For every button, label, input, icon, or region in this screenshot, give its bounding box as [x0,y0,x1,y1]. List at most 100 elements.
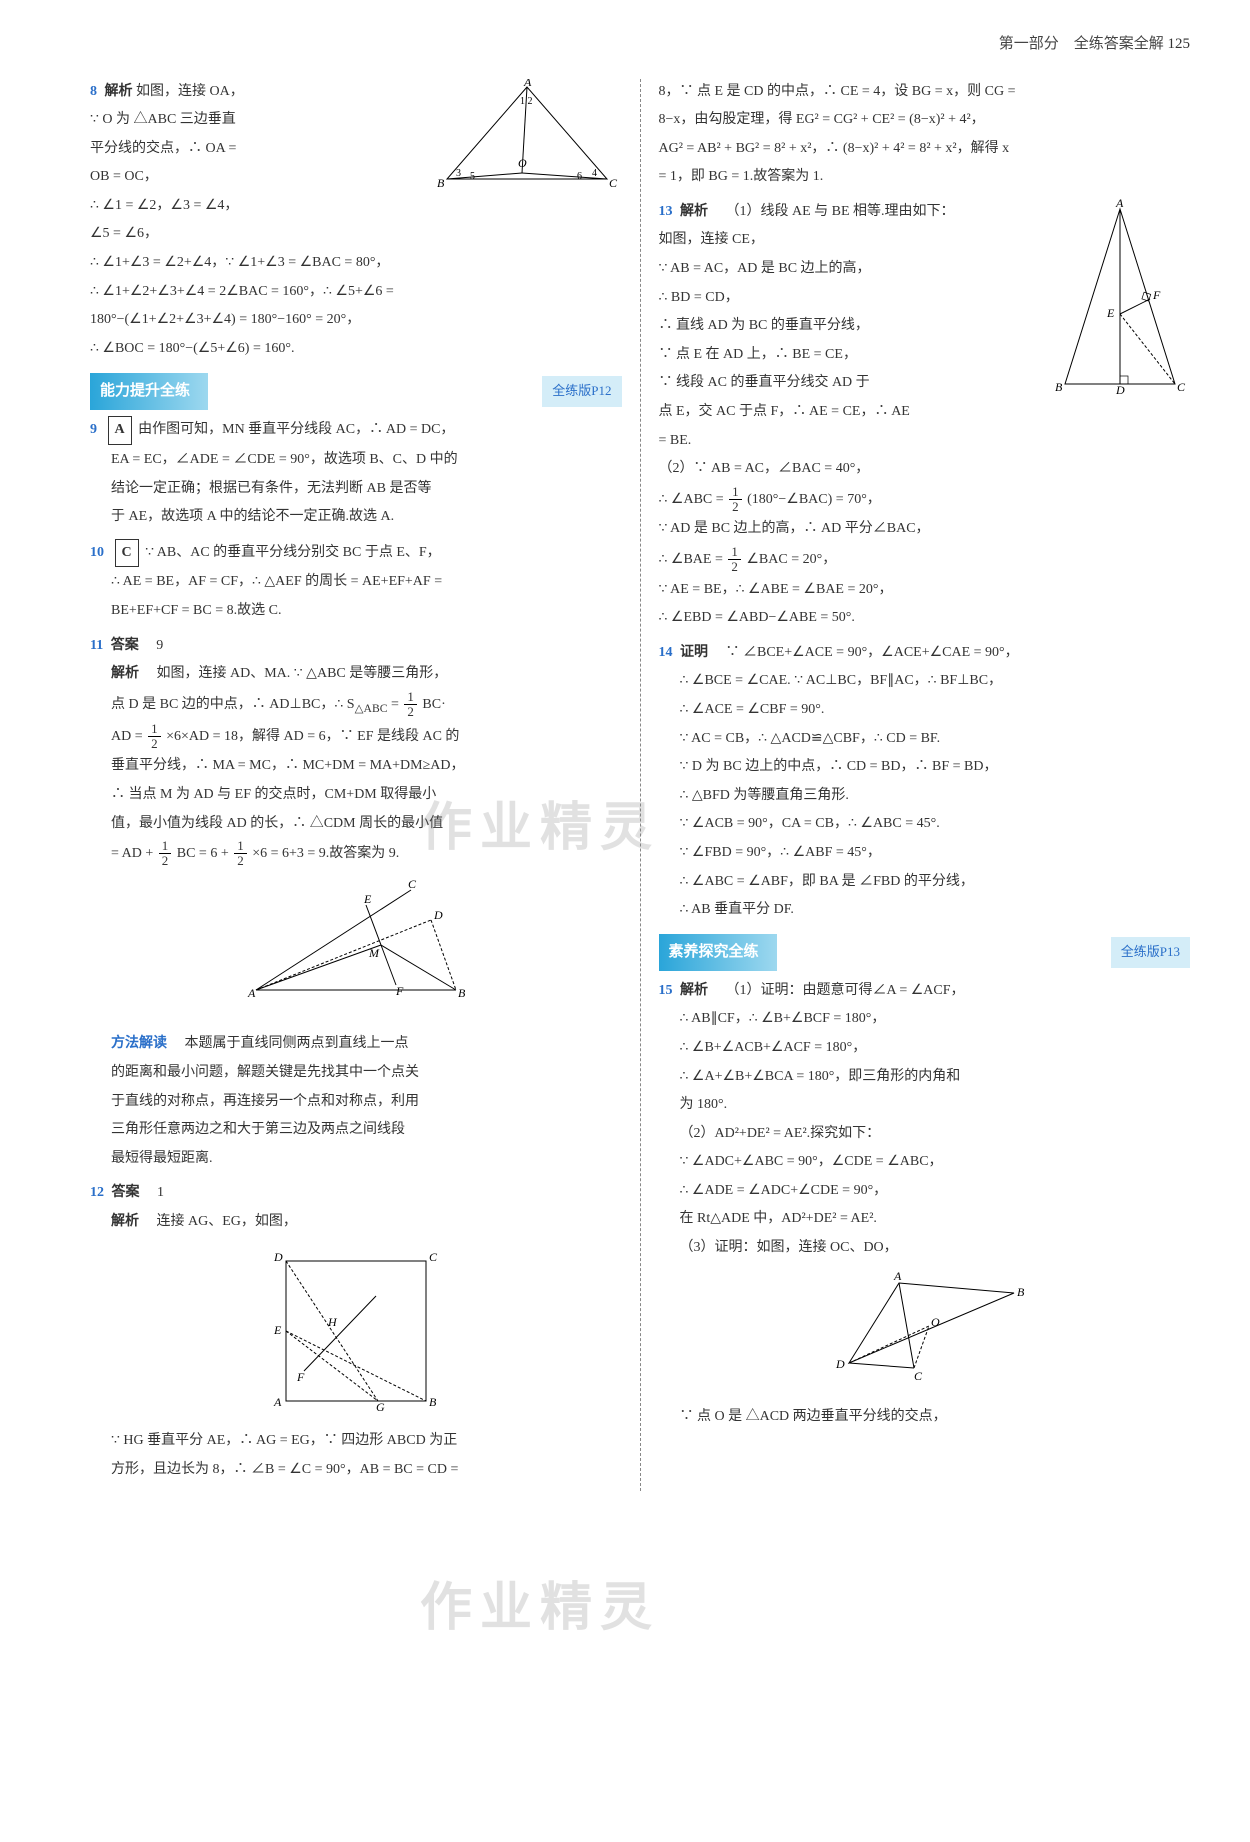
svg-text:D: D [433,908,443,922]
text: ∴ ∠B+∠ACB+∠ACF = 180°， [659,1035,1191,1062]
section-explore: 素养探究全练 全练版P13 [659,938,1191,968]
text: （2）AD²+DE² = AE².探究如下： [659,1121,1191,1148]
label: 解析 [680,983,708,998]
text: ∴ ∠ADE = ∠ADC+∠CDE = 90°， [659,1178,1191,1205]
watermark: 作业精灵 [420,1560,660,1659]
svg-text:E: E [363,892,372,906]
text: EA = EC，∠ADE = ∠CDE = 90°，故选项 B、C、D 中的 [90,447,622,474]
triangle-diagram-8: A B C O 1 2 3 5 4 6 [432,79,622,205]
svg-text:A: A [523,79,532,89]
text: AG² = AB² + BG² = 8² + x²，∴ (8−x)² + 4² … [659,136,1191,163]
svg-text:H: H [327,1315,338,1329]
section-ability: 能力提升全练 全练版P12 [90,376,622,406]
svg-text:6: 6 [577,171,582,182]
text: BE+EF+CF = BC = 8.故选 C. [90,598,622,625]
text: ∵ ∠BCE+∠ACE = 90°，∠ACE+∠CAE = 90°， [726,645,1019,660]
svg-text:A: A [247,986,256,1000]
svg-text:O: O [931,1315,940,1329]
text: ∴ ∠BAE = [659,552,727,567]
text: 180°−(∠1+∠2+∠3+∠4) = 180°−160° = 20°， [90,307,622,334]
text: 8，∵ 点 E 是 CD 的中点，∴ CE = 4，设 BG = x，则 CG … [659,79,1191,106]
text: = AD + [111,846,157,861]
two-column-layout: A B C O 1 2 3 5 4 6 8 解析 如图，连接 OA， ∵ O 为… [90,79,1190,1492]
svg-text:B: B [437,176,445,190]
problem-12-cont: 8，∵ 点 E 是 CD 的中点，∴ CE = 4，设 BG = x，则 CG … [659,79,1191,191]
problem-11: 11 答案 9 解析 如图，连接 AD、MA. ∵ △ABC 是等腰三角形， 点… [90,633,622,1173]
text: 连接 AG、EG，如图， [157,1214,297,1229]
text: ∴ ∠BOC = 180°−(∠5+∠6) = 160°. [90,336,622,363]
svg-text:F: F [1152,288,1161,302]
svg-text:E: E [1106,306,1115,320]
text: ∴ ∠A+∠B+∠BCA = 180°，即三角形的内角和 [659,1064,1191,1091]
text: ∵ AE = BE，∴ ∠ABE = ∠BAE = 20°， [659,577,1191,604]
text: 三角形任意两边之和大于第三边及两点之间线段 [90,1117,622,1144]
page-header: 第一部分 全练答案全解 125 [90,30,1190,59]
text: ×6×AD = 18，解得 AD = 6，∵ EF 是线段 AC 的 [166,729,459,744]
svg-text:D: D [273,1250,283,1264]
right-column: 8，∵ 点 E 是 CD 的中点，∴ CE = 4，设 BG = x，则 CG … [641,79,1191,1492]
text: 为 180°. [659,1092,1191,1119]
text: ∠5 = ∠6， [90,221,622,248]
fraction-half: 12 [234,839,247,869]
svg-text:A: A [273,1395,282,1409]
svg-text:G: G [376,1400,385,1411]
text: 方形，且边长为 8，∴ ∠B = ∠C = 90°，AB = BC = CD = [90,1457,622,1484]
svg-text:M: M [368,946,380,960]
text: 如图，连接 OA， [136,84,244,99]
svg-text:B: B [1055,380,1063,394]
svg-text:B: B [429,1395,437,1409]
text: ∵ AB、AC 的垂直平分线分别交 BC 于点 E、F， [145,545,441,560]
text: 结论一定正确；根据已有条件，无法判断 AB 是否等 [90,476,622,503]
answer-box: A [108,416,132,445]
problem-number: 11 [90,638,103,653]
text: （1）线段 AE 与 BE 相等.理由如下： [726,204,955,219]
method-label: 方法解读 [111,1036,167,1051]
problem-8: A B C O 1 2 3 5 4 6 8 解析 如图，连接 OA， ∵ O 为… [90,79,622,363]
text: ∵ HG 垂直平分 AE，∴ AG = EG，∵ 四边形 ABCD 为正 [90,1428,622,1455]
text: ∴ AE = BE，AF = CF，∴ △AEF 的周长 = AE+EF+AF … [90,569,622,596]
text: ∵ 点 O 是 △ACD 两边垂直平分线的交点， [659,1404,1191,1431]
svg-text:1 2: 1 2 [520,96,533,107]
text: 点 D 是 BC 边的中点，∴ AD⊥BC，∴ S [111,697,355,712]
text: ∵ ∠FBD = 90°，∴ ∠ABF = 45°， [659,840,1191,867]
answer-box: C [115,539,139,568]
svg-text:3: 3 [456,168,461,179]
problem-15: 15 解析 （1）证明：由题意可得∠A = ∠ACF， ∴ AB∥CF，∴ ∠B… [659,978,1191,1431]
svg-text:D: D [835,1357,845,1371]
answer-label: 答案 [112,1185,140,1200]
text: ∴ ∠EBD = ∠ABD−∠ABE = 50°. [659,605,1191,632]
svg-text:O: O [518,156,527,170]
text: ∵ ∠ACB = 90°，CA = CB，∴ ∠ABC = 45°. [659,811,1191,838]
problem-9: 9 A 由作图可知，MN 垂直平分线段 AC，∴ AD = DC， EA = E… [90,416,622,530]
text: 由作图可知，MN 垂直平分线段 AC，∴ AD = DC， [138,422,454,437]
triangle-diagram-15: A B D C O [659,1268,1191,1399]
answer: 9 [156,638,163,653]
text: ∴ ∠ABC = [659,492,728,507]
text: ∵ AD 是 BC 边上的高，∴ AD 平分∠BAC， [659,516,1191,543]
section-ref: 全练版P12 [542,376,621,407]
problem-number: 9 [90,422,97,437]
problem-14: 14 证明 ∵ ∠BCE+∠ACE = 90°，∠ACE+∠CAE = 90°，… [659,640,1191,924]
text: 垂直平分线，∴ MA = MC，∴ MC+DM = MA+DM≥AD， [90,753,622,780]
svg-text:C: C [408,877,417,891]
label: 解析 [680,204,708,219]
left-column: A B C O 1 2 3 5 4 6 8 解析 如图，连接 OA， ∵ O 为… [90,79,641,1492]
label: 证明 [680,645,708,660]
svg-text:C: C [609,176,618,190]
section-title: 能力提升全练 [90,373,208,410]
text: ∴ ∠ACE = ∠CBF = 90°. [659,697,1191,724]
svg-text:A: A [1115,199,1124,210]
problem-number: 13 [659,204,673,219]
svg-text:C: C [914,1369,923,1383]
text: ∴ △BFD 为等腰直角三角形. [659,783,1191,810]
text: = BE. [659,428,1191,455]
text: 于直线的对称点，再连接另一个点和对称点，利用 [90,1089,622,1116]
svg-text:B: B [1017,1285,1025,1299]
problem-number: 8 [90,84,97,99]
text: ∴ 当点 M 为 AD 与 EF 的交点时，CM+DM 取得最小 [90,782,622,809]
text: BC = 6 + [177,846,232,861]
problem-number: 10 [90,545,104,560]
answer: 1 [157,1185,164,1200]
text: ∴ AB∥CF，∴ ∠B+∠BCF = 180°， [659,1006,1191,1033]
text: 于 AE，故选项 A 中的结论不一定正确.故选 A. [90,504,622,531]
